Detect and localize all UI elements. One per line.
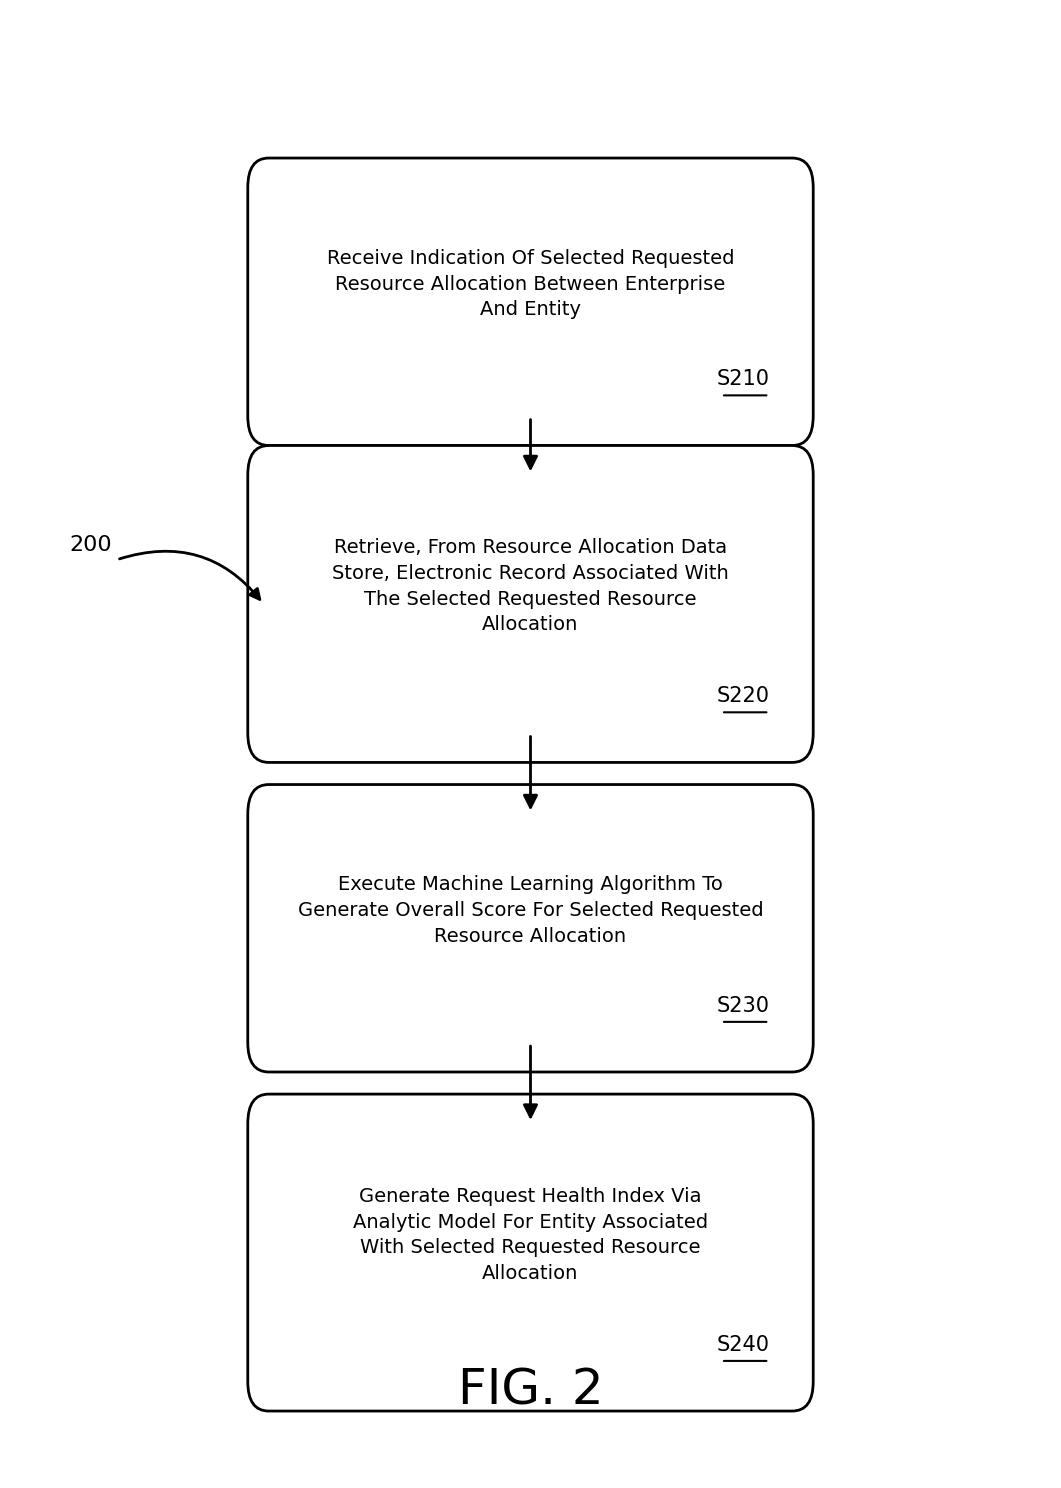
Text: S210: S210	[716, 369, 769, 390]
Text: 200: 200	[69, 536, 112, 555]
Text: Generate Request Health Index Via
Analytic Model For Entity Associated
With Sele: Generate Request Health Index Via Analyt…	[353, 1187, 708, 1283]
FancyBboxPatch shape	[248, 784, 813, 1071]
Text: Receive Indication Of Selected Requested
Resource Allocation Between Enterprise
: Receive Indication Of Selected Requested…	[327, 248, 734, 320]
Text: S220: S220	[716, 686, 769, 707]
FancyBboxPatch shape	[248, 1094, 813, 1411]
FancyBboxPatch shape	[248, 445, 813, 762]
Text: Execute Machine Learning Algorithm To
Generate Overall Score For Selected Reques: Execute Machine Learning Algorithm To Ge…	[298, 875, 763, 946]
Text: S230: S230	[716, 995, 769, 1016]
Text: Retrieve, From Resource Allocation Data
Store, Electronic Record Associated With: Retrieve, From Resource Allocation Data …	[332, 539, 729, 634]
Text: S240: S240	[716, 1335, 769, 1356]
FancyBboxPatch shape	[248, 158, 813, 445]
Text: FIG. 2: FIG. 2	[457, 1366, 604, 1415]
